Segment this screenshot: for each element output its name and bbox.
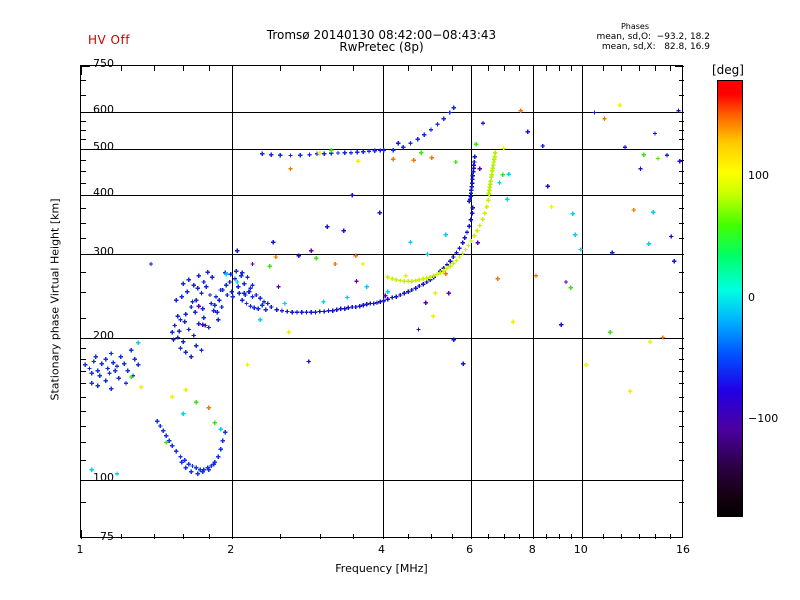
axis-ticks-major <box>81 66 684 539</box>
y-tick-label: 750 <box>93 57 114 70</box>
hv-off-annotation: HV Off <box>88 33 130 47</box>
y-tick-label: 600 <box>93 102 114 116</box>
colorbar-gradient <box>718 81 742 516</box>
x-tick-label: 1 <box>76 543 84 556</box>
colorbar-tick-label: −100 <box>748 411 779 425</box>
x-tick-label: 8 <box>528 543 536 556</box>
y-axis-label: Stationary phase Virtual Height [km] <box>48 198 62 401</box>
x-tick-label: 4 <box>378 543 385 556</box>
y-tick-label: 400 <box>93 186 114 200</box>
y-tick-label: 100 <box>93 470 114 484</box>
y-tick-label: 300 <box>93 245 114 259</box>
phases-heading: Phases <box>620 22 650 31</box>
x-axis-label: Frequency [MHz] <box>335 562 428 575</box>
x-tick-label: 10 <box>573 543 588 556</box>
plot-area <box>80 65 684 539</box>
plot-title-line1: Tromsø 20140130 08:42:00−08:43:43 <box>266 28 497 42</box>
scatter-canvas <box>81 66 684 539</box>
y-tick-label: 200 <box>93 328 114 342</box>
phases-x-mode-stats: mean, sd,X: 82.8, 16.9 <box>601 42 710 52</box>
colorbar <box>717 80 743 517</box>
x-tick-label: 16 <box>676 543 690 556</box>
gridlines <box>81 66 684 539</box>
colorbar-tick-label: 0 <box>748 290 755 304</box>
phases-o-mode-stats: mean, sd,O: −93.2, 18.2 <box>596 32 710 42</box>
y-tick-label: 75 <box>100 530 114 543</box>
x-tick-label: 6 <box>466 543 474 556</box>
colorbar-tick-label: 100 <box>748 169 769 183</box>
x-tick-label: 2 <box>227 543 235 556</box>
data-points <box>83 102 683 477</box>
plot-title-line2: RwPretec (8p) <box>339 40 424 54</box>
y-tick-label: 500 <box>93 140 114 154</box>
colorbar-unit-label: [deg] <box>712 63 744 77</box>
